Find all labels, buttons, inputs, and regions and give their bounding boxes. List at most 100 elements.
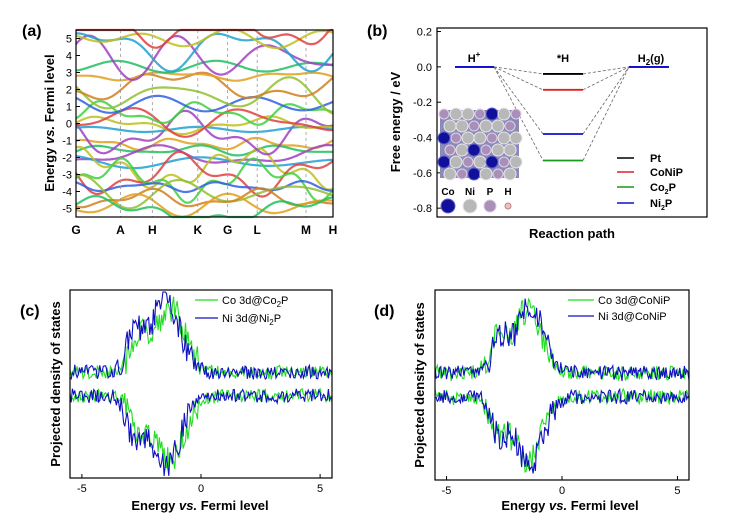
pdos-line-up (434, 298, 690, 382)
pdos-chart-c: -5 0 5 Co 3d@Co2P Ni 3d@Ni2P Projected den… (48, 289, 333, 513)
k-point-label: H (329, 223, 338, 237)
inset-atom (444, 144, 456, 156)
band-line (75, 155, 334, 170)
band-line (75, 71, 334, 82)
band-line (75, 144, 333, 157)
energy-levels (455, 65, 669, 162)
inset-atom (462, 156, 474, 168)
x-tick-label: 0 (198, 483, 204, 495)
y-tick-label-a: -2 (62, 153, 72, 165)
k-point-label: H (148, 223, 157, 237)
inset-atom (456, 168, 468, 180)
band-line (75, 150, 334, 198)
band-line (75, 192, 334, 218)
inset-atom (492, 168, 504, 180)
pdos-chart-d: -5 0 5 Co 3d@CoNiP Ni 3d@CoNiP Projected d… (412, 289, 690, 513)
y-tick-label-a: -1 (62, 136, 72, 148)
connector-dash (493, 66, 544, 135)
pdos-curves-d (434, 297, 690, 474)
y-tick-label-a: 3 (66, 68, 72, 80)
inset-atom (498, 156, 510, 168)
band-line (75, 99, 334, 126)
band-line (75, 136, 334, 151)
k-point-label: G (223, 223, 232, 237)
inset-atom (479, 167, 493, 181)
k-point-label: M (301, 223, 311, 237)
x-axis-title-d: Energy vs. Fermi level (501, 498, 638, 513)
inset-atom (449, 155, 463, 169)
y-tick-label-a: 5 (66, 34, 72, 46)
high-symmetry-lines (120, 30, 307, 217)
y-ticks-b: 0.2 0.0 -0.2 -0.4 -0.6 -0.8 (413, 27, 441, 215)
y-tick-label-b: -0.8 (413, 203, 432, 215)
panel-label-c: (c) (20, 303, 40, 320)
connector-dash (582, 66, 630, 135)
plot-frame-b (436, 27, 708, 218)
atom-label-h: H (504, 187, 511, 198)
band-structure-chart: -5 -4 -3 -2 -1 0 1 2 3 4 5 G A H K G L M H Energy vs. Fer… (42, 28, 338, 237)
connector-dash (493, 66, 544, 91)
panel-label-d: (d) (374, 303, 394, 320)
y-tick-label-a: -3 (62, 170, 72, 182)
band-line (75, 94, 334, 114)
k-point-label: L (254, 223, 261, 237)
p-atom-swatch (483, 199, 497, 213)
inset-atom (503, 143, 517, 157)
inset-atom (509, 155, 523, 169)
state-label-h-ads: *H (557, 53, 569, 65)
y-ticks-a: -5 -4 -3 -2 -1 0 1 2 3 4 5 (62, 34, 80, 216)
x-tick-label: -5 (442, 485, 452, 497)
x-ticks-d: -5 0 5 (442, 476, 681, 497)
inset-atom (467, 167, 481, 181)
x-axis-title-c: Energy vs. Fermi level (131, 498, 268, 513)
y-tick-label-b: -0.6 (413, 168, 432, 180)
y-tick-label-b: 0.0 (417, 62, 432, 74)
y-axis-title-c: Projected density of states (48, 301, 63, 466)
band-line (75, 180, 333, 194)
state-label-h-plus: H+ (468, 50, 481, 65)
state-label-h2: H2(g) (638, 53, 665, 67)
x-tick-label: -5 (77, 483, 87, 495)
inset-atom (485, 155, 499, 169)
inset-atom (491, 143, 505, 157)
inset-atom (491, 119, 505, 133)
inset-atom (461, 131, 475, 145)
y-tick-label-a: 4 (66, 51, 72, 63)
x-tick-label: 0 (559, 485, 565, 497)
inset-atom (468, 120, 480, 132)
connector-dash (493, 66, 544, 75)
inset-atom (474, 108, 486, 120)
h-atom-swatch (504, 202, 512, 210)
connector-dash (582, 66, 630, 75)
inset-atoms (437, 107, 523, 181)
inset-atom (455, 143, 469, 157)
inset-atom (509, 131, 523, 145)
x-tick-label: 5 (317, 483, 323, 495)
inset-atom (504, 120, 516, 132)
band-line (75, 28, 334, 50)
inset-atom (467, 143, 481, 157)
k-point-label: K (193, 223, 202, 237)
inset-atom (461, 107, 475, 121)
y-tick-label-b: -0.2 (413, 97, 432, 109)
legend-label-ni-3d-ni2p: Ni 3d@Ni2P (222, 313, 281, 327)
inset-atom (485, 107, 499, 121)
y-tick-label-a: -5 (62, 204, 72, 216)
band-line (75, 71, 334, 101)
inset-atom (473, 155, 487, 169)
panel-label-a: (a) (22, 23, 42, 40)
inset-atom (455, 119, 469, 133)
y-axis-title-b: Free energy / eV (388, 71, 403, 172)
legend-label-co2p: Co2P (650, 182, 676, 196)
co-atom-swatch (440, 198, 456, 214)
band-lines (75, 28, 334, 219)
atom-legend: Co Ni P H (440, 187, 512, 214)
atom-label-co: Co (441, 187, 454, 198)
y-axis-title-a: Energy vs. Fermi level (42, 54, 57, 191)
inset-atom (473, 131, 487, 145)
y-tick-label-a: -4 (62, 187, 72, 199)
inset-atom (503, 167, 517, 181)
atom-label-p: P (487, 187, 494, 198)
y-tick-label-b: -0.4 (413, 133, 432, 145)
